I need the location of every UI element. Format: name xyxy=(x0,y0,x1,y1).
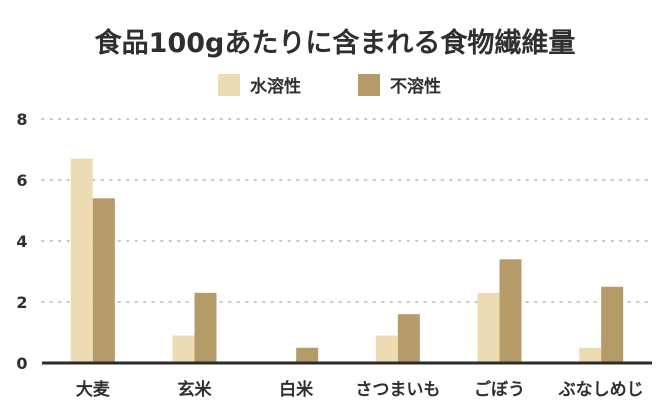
bar-insoluble xyxy=(601,286,624,363)
legend-swatch xyxy=(218,74,240,96)
bar-soluble xyxy=(477,292,500,363)
legend-swatch xyxy=(358,74,380,96)
y-tick-label: 0 xyxy=(16,354,27,373)
x-tick-label: ごぼう xyxy=(474,379,525,400)
y-tick-label: 6 xyxy=(16,171,27,190)
bars xyxy=(70,158,624,363)
x-tick-label: 大麦 xyxy=(76,379,111,400)
bar-insoluble xyxy=(296,347,319,363)
x-tick-label: 白米 xyxy=(279,379,314,400)
legend: 水溶性 不溶性 xyxy=(218,74,441,97)
bar-insoluble xyxy=(92,198,115,363)
bar-soluble xyxy=(172,335,195,363)
bar-insoluble xyxy=(499,259,522,363)
legend-label: 水溶性 xyxy=(250,76,301,97)
x-tick-label: さつまいも xyxy=(355,380,440,400)
bar-insoluble xyxy=(194,292,217,363)
bar-soluble xyxy=(579,347,602,363)
chart-title: 食品100gあたりに含まれる食物繊維量 xyxy=(95,27,576,59)
x-axis: 大麦 玄米 白米 さつまいも ごぼう ぶなしめじ xyxy=(76,379,644,400)
legend-label: 不溶性 xyxy=(390,76,441,97)
bar-soluble xyxy=(375,335,398,363)
x-tick-label: ぶなしめじ xyxy=(558,380,644,400)
grid xyxy=(41,118,653,303)
y-tick-label: 8 xyxy=(16,110,27,129)
y-tick-label: 2 xyxy=(16,293,27,312)
y-axis: 0 2 4 6 8 xyxy=(16,110,27,373)
bar-insoluble xyxy=(397,314,420,363)
bar-soluble xyxy=(70,158,93,363)
y-tick-label: 4 xyxy=(16,232,27,251)
x-tick-label: 玄米 xyxy=(178,379,213,400)
